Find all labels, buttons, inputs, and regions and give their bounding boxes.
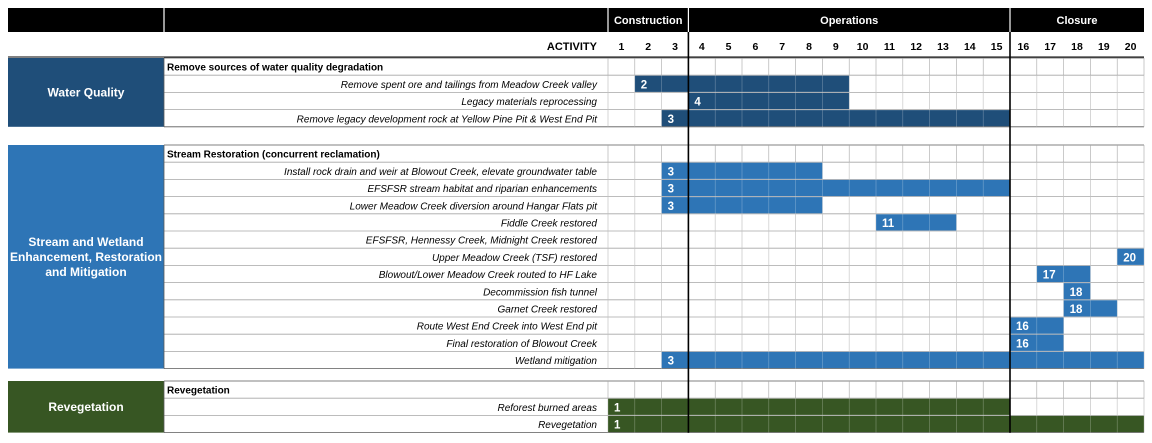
task-start-label: 2 — [641, 79, 647, 91]
activity-rows: Remove sources of water quality degradat… — [163, 57, 1145, 434]
task-label: Blowout/Lower Meadow Creek routed to HF … — [379, 270, 598, 281]
year-tick-7: 7 — [779, 41, 785, 53]
year-tick-9: 9 — [833, 41, 839, 53]
group-box — [8, 381, 164, 433]
year-tick-14: 14 — [964, 41, 976, 53]
task-bar — [1036, 265, 1091, 283]
task-label: EFSFSR, Hennessy Creek, Midnight Creek r… — [366, 236, 598, 247]
task-start-label: 4 — [694, 97, 701, 109]
year-tick-3: 3 — [672, 41, 678, 53]
year-tick-13: 13 — [937, 41, 949, 53]
task-start-label: 18 — [1070, 304, 1083, 316]
year-tick-8: 8 — [806, 41, 812, 53]
task-label: Lower Meadow Creek diversion around Hang… — [350, 201, 599, 212]
year-tick-18: 18 — [1071, 41, 1083, 53]
task-start-label: 18 — [1070, 287, 1083, 299]
year-tick-16: 16 — [1018, 41, 1030, 53]
activity-groups: Water Quality Stream and Wetland Enhanceme… — [8, 58, 164, 433]
activity-header: ACTIVITY — [547, 41, 598, 53]
task-bar — [661, 351, 1144, 369]
task-label: Revegetation — [538, 420, 597, 431]
year-tick-6: 6 — [752, 41, 758, 53]
task-start-label: 20 — [1123, 252, 1136, 264]
task-bar — [876, 214, 957, 231]
group-box — [8, 58, 164, 127]
task-bar — [1063, 283, 1091, 300]
task-start-label: 1 — [614, 420, 621, 432]
task-label: Remove legacy development rock at Yellow… — [297, 114, 599, 125]
group-label: Water Quality — [48, 85, 125, 99]
year-tick-17: 17 — [1044, 41, 1056, 53]
year-axis: 1 2 3 4 5 6 7 8 9 10 11 12 13 14 15 16 17 18 19 20 — [8, 41, 1144, 58]
task-label: Final restoration of Blowout Creek — [446, 339, 598, 350]
section-title: Remove sources of water quality degradat… — [167, 63, 383, 74]
task-bar — [661, 179, 1010, 197]
task-label: Decommission fish tunnel — [483, 287, 598, 298]
task-start-label: 1 — [614, 402, 621, 414]
group-label: Stream and Wetland Enhancement, Restorati… — [10, 235, 162, 279]
group-box — [8, 145, 164, 369]
task-start-label: 11 — [882, 218, 895, 230]
year-tick-5: 5 — [726, 41, 732, 53]
task-start-label: 3 — [668, 166, 674, 178]
phase-label-operations: Operations — [820, 15, 878, 27]
task-bar — [1117, 248, 1144, 265]
task-label: Upper Meadow Creek (TSF) restored — [432, 253, 597, 264]
task-label: Reforest burned areas — [497, 403, 597, 414]
task-bar — [1063, 300, 1118, 317]
task-start-label: 16 — [1016, 321, 1029, 333]
task-label: Fiddle Creek restored — [501, 219, 598, 230]
task-start-label: 16 — [1016, 338, 1029, 350]
task-bar — [661, 110, 1010, 127]
task-start-label: 3 — [668, 356, 674, 368]
task-bar — [608, 398, 1010, 415]
task-start-label: 3 — [668, 184, 674, 196]
task-start-label: 3 — [668, 114, 674, 126]
task-bar — [1010, 317, 1064, 334]
phase-label-closure: Closure — [1057, 15, 1098, 27]
task-bar — [688, 92, 850, 110]
task-label: Wetland mitigation — [515, 356, 598, 367]
header-band — [8, 8, 1144, 32]
task-bar — [661, 197, 823, 214]
section-title: Revegetation — [167, 386, 230, 397]
year-tick-11: 11 — [884, 41, 895, 53]
phase-label-construction: Construction — [614, 15, 683, 27]
task-label: Install rock drain and weir at Blowout C… — [284, 167, 597, 178]
task-start-label: 17 — [1043, 270, 1056, 282]
section-title: Stream Restoration (concurrent reclamati… — [167, 150, 380, 161]
group-label: Revegetation — [48, 400, 123, 414]
task-bar — [661, 162, 823, 179]
task-label: EFSFSR stream habitat and riparian enhan… — [367, 184, 597, 195]
year-tick-19: 19 — [1098, 41, 1110, 53]
year-tick-10: 10 — [857, 41, 869, 53]
task-start-label: 3 — [668, 201, 674, 213]
task-label: Route West End Creek into West End pit — [417, 322, 598, 333]
year-tick-1: 1 — [618, 41, 624, 53]
phase-headers: Construction Operations Closure — [614, 15, 1098, 27]
task-label: Legacy materials reprocessing — [461, 97, 597, 108]
task-bar — [1010, 334, 1064, 351]
year-tick-4: 4 — [699, 41, 705, 53]
year-tick-2: 2 — [645, 41, 651, 53]
task-label: Garnet Creek restored — [498, 305, 598, 316]
year-tick-20: 20 — [1125, 41, 1137, 53]
task-label: Remove spent ore and tailings from Meado… — [341, 80, 598, 91]
phase-dividers — [163, 8, 1011, 433]
year-tick-12: 12 — [910, 41, 922, 53]
year-tick-15: 15 — [991, 41, 1003, 53]
